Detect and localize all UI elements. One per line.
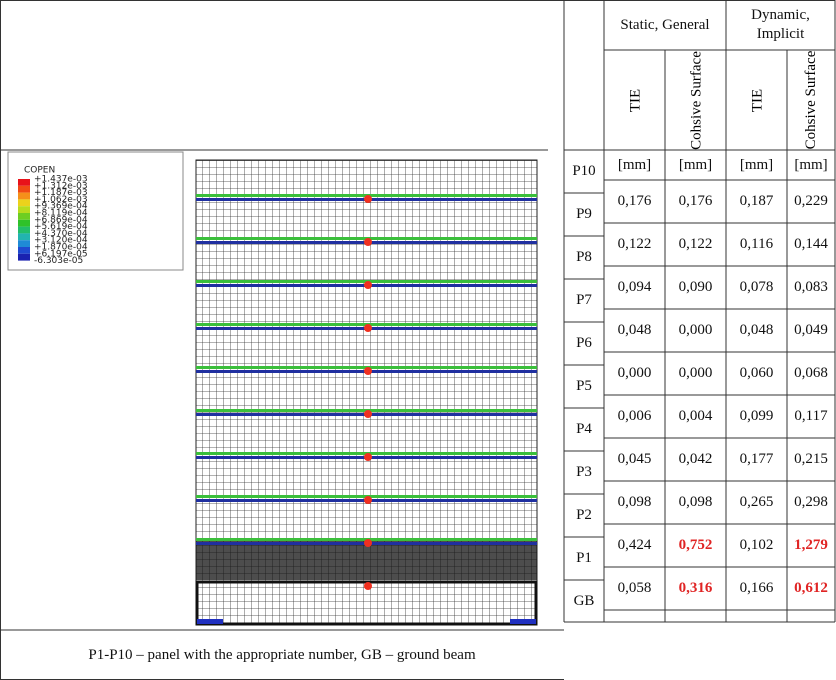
row-label: P5 [564,365,604,408]
value-cell: 0,122 [665,223,726,266]
value-cell: 0,068 [787,352,835,395]
group-header: Dynamic, Implicit [726,0,835,50]
legend-swatch [18,199,30,206]
column-header: Cohsive Surface [665,50,726,150]
value-cell: 0,006 [604,395,665,438]
value-cell: 0,117 [787,395,835,438]
legend-swatches [18,179,30,261]
value-cell: 0,177 [726,438,787,481]
value-cell: 0,102 [726,524,787,567]
value-cell: 0,144 [787,223,835,266]
value-cell: 0,187 [726,180,787,223]
row-label: GB [564,580,604,623]
value-cell: 0,116 [726,223,787,266]
value-cell: 0,000 [665,309,726,352]
value-cell: 0,060 [726,352,787,395]
value-cell: 0,004 [665,395,726,438]
row-label: P3 [564,451,604,494]
caption: P1-P10 – panel with the appropriate numb… [0,630,564,680]
value-cell: 0,166 [726,567,787,610]
value-cell: 0,045 [604,438,665,481]
row-label: P8 [564,236,604,279]
value-cell: 0,048 [604,309,665,352]
value-cell: 0,099 [726,395,787,438]
value-cell: 0,176 [604,180,665,223]
node-dot [364,453,372,461]
value-cell: 0,122 [604,223,665,266]
column-header: TIE [604,50,665,150]
value-cell: 0,098 [604,481,665,524]
value-cell: 0,265 [726,481,787,524]
row-label: P1 [564,537,604,580]
legend-swatch [18,233,30,240]
legend-swatch [18,220,30,227]
row-label: P10 [564,150,604,193]
legend-swatch [18,206,30,213]
legend-swatch [18,179,30,186]
corner [197,619,223,624]
column-header: TIE [726,50,787,150]
legend-swatch [18,193,30,200]
value-cell: 0,058 [604,567,665,610]
node-dot [364,281,372,289]
value-cell: 0,752 [665,524,726,567]
legend-swatch [18,186,30,193]
value-cell: 0,083 [787,266,835,309]
value-cell: 0,424 [604,524,665,567]
value-cell: 0,612 [787,567,835,610]
value-cell: [mm] [787,150,835,180]
row-label: P2 [564,494,604,537]
node-dot [364,195,372,203]
node-dot [364,582,372,590]
value-cell: 0,078 [726,266,787,309]
value-cell: 0,215 [787,438,835,481]
value-cell: 0,298 [787,481,835,524]
value-cell: [mm] [726,150,787,180]
column-header: Cohsive Surface [787,50,835,150]
row-label: P7 [564,279,604,322]
value-cell: 0,048 [726,309,787,352]
legend-swatch [18,213,30,220]
legend-label: -6.303e-05 [34,256,83,266]
value-cell: 0,042 [665,438,726,481]
value-cell: [mm] [604,150,665,180]
legend-swatch [18,247,30,254]
group-header: Static, General [604,0,726,50]
legend-swatch [18,254,30,261]
node-dot [364,496,372,504]
row-label: P9 [564,193,604,236]
node-dot [364,238,372,246]
value-cell: 0,094 [604,266,665,309]
row-label: P4 [564,408,604,451]
row-label: P6 [564,322,604,365]
node-dot [364,367,372,375]
legend-swatch [18,240,30,247]
value-cell: 0,049 [787,309,835,352]
value-cell: [mm] [665,150,726,180]
value-cell: 0,090 [665,266,726,309]
corner [510,619,536,624]
value-cell: 1,279 [787,524,835,567]
page: COPEN+1.437e-03+1.312e-03+1.187e-03+1.06… [0,0,836,680]
value-cell: 0,176 [665,180,726,223]
legend-swatch [18,227,30,234]
value-cell: 0,316 [665,567,726,610]
value-cell: 0,098 [665,481,726,524]
value-cell: 0,000 [604,352,665,395]
node-dot [364,324,372,332]
node-dot [364,539,372,547]
value-cell: 0,000 [665,352,726,395]
node-dot [364,410,372,418]
value-cell: 0,229 [787,180,835,223]
